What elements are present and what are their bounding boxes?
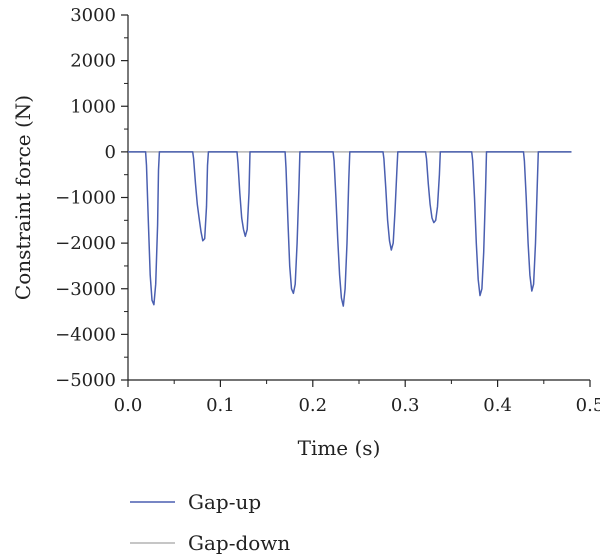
y-tick-label: 1000	[70, 96, 116, 117]
x-tick-label: 0.5	[576, 395, 600, 416]
y-tick-label: 2000	[70, 51, 116, 72]
x-axis-title: Time (s)	[298, 436, 381, 460]
y-ticks: 3000 2000 1000 0 −1000 −2000 −3000 −4000 −5000	[55, 5, 128, 391]
y-tick-label: −1000	[55, 188, 116, 209]
x-tick-label: 0.2	[298, 395, 327, 416]
series-layer	[128, 151, 572, 307]
series-line-gap-up	[128, 151, 572, 307]
legend: Gap-up Gap-down	[130, 490, 290, 555]
x-ticks: 0.0 0.1 0.2 0.3 0.4 0.5	[114, 380, 600, 416]
y-tick-label: −2000	[55, 233, 116, 254]
y-tick-label: −4000	[55, 324, 116, 345]
x-tick-label: 0.0	[114, 395, 143, 416]
y-axis-title: Constraint force (N)	[11, 95, 35, 300]
y-tick-label: 3000	[70, 5, 116, 26]
y-tick-label: −5000	[55, 370, 116, 391]
y-tick-label: 0	[105, 142, 116, 163]
x-tick-label: 0.1	[206, 395, 235, 416]
x-axis: 0.0 0.1 0.2 0.3 0.4 0.5	[114, 379, 600, 416]
legend-label: Gap-up	[188, 490, 261, 514]
x-tick-label: 0.3	[391, 395, 420, 416]
y-tick-label: −3000	[55, 279, 116, 300]
legend-label: Gap-down	[188, 531, 290, 555]
y-axis: 3000 2000 1000 0 −1000 −2000 −3000 −4000 −5000	[55, 5, 129, 391]
x-tick-label: 0.4	[483, 395, 512, 416]
